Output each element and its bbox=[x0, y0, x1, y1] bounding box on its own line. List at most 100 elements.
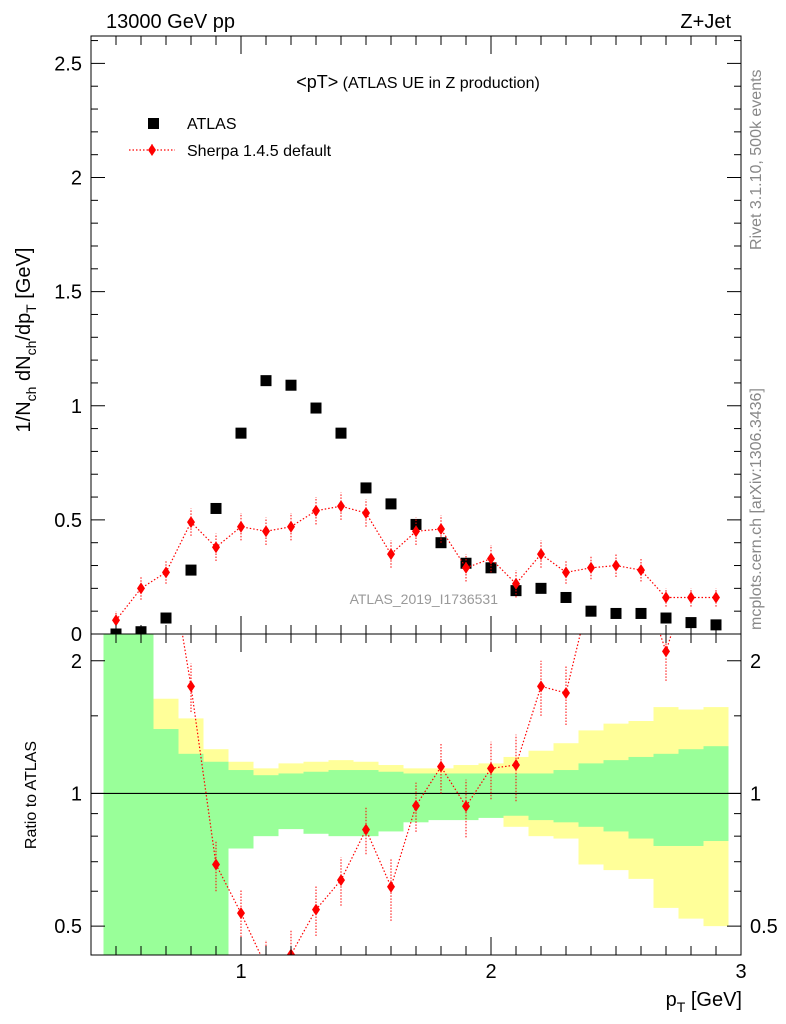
inner-band-bin bbox=[603, 760, 629, 832]
ratio-point bbox=[712, 522, 720, 534]
atlas-point bbox=[560, 591, 572, 603]
atlas-point bbox=[635, 607, 647, 619]
atlas-point bbox=[610, 607, 622, 619]
inner-band-bin bbox=[653, 753, 679, 846]
legend-label-atlas: ATLAS bbox=[187, 116, 237, 133]
process-label: Z+Jet bbox=[680, 11, 731, 33]
sherpa-point bbox=[262, 525, 270, 538]
atlas-point bbox=[385, 498, 397, 510]
analysis-tag: ATLAS_2019_I1736531 bbox=[350, 591, 499, 607]
sherpa-point bbox=[512, 577, 520, 590]
sherpa-point bbox=[362, 507, 370, 520]
atlas-point bbox=[685, 617, 697, 629]
inner-band-bin bbox=[128, 634, 154, 955]
y-tick-label: 0 bbox=[71, 624, 82, 646]
plot-title-main: <pT> bbox=[296, 72, 338, 92]
sherpa-point bbox=[587, 561, 595, 574]
ratio-point bbox=[562, 686, 570, 699]
inner-band-bin bbox=[178, 753, 204, 955]
plot-title: <pT> (ATLAS UE in Z production) bbox=[296, 72, 540, 92]
inner-band-bin bbox=[228, 770, 254, 849]
legend-label-sherpa: Sherpa 1.4.5 default bbox=[187, 143, 332, 160]
ratio-y-tick-label: 1 bbox=[71, 783, 82, 805]
inner-band-bin bbox=[303, 771, 329, 834]
sherpa-point bbox=[287, 520, 295, 533]
atlas-point bbox=[535, 582, 547, 594]
sherpa-point bbox=[387, 548, 395, 561]
inner-band-bin bbox=[328, 770, 354, 837]
atlas-point bbox=[285, 379, 297, 391]
atlas-point bbox=[410, 518, 422, 530]
legend: ATLAS Sherpa 1.4.5 default bbox=[129, 116, 332, 160]
sherpa-point bbox=[537, 548, 545, 561]
ratio-point bbox=[487, 762, 495, 775]
y-tick-label: 1 bbox=[71, 396, 82, 418]
ratio-point bbox=[312, 903, 320, 916]
sherpa-point bbox=[562, 566, 570, 579]
sherpa-point bbox=[162, 566, 170, 579]
sherpa-point bbox=[462, 561, 470, 574]
ratio-y-tick-label-right: 1 bbox=[750, 783, 761, 805]
atlas-point bbox=[235, 427, 247, 439]
x-axis-label: pT [GeV] bbox=[666, 989, 742, 1015]
energy-label: 13000 GeV pp bbox=[106, 11, 235, 33]
ratio-point bbox=[437, 760, 445, 773]
legend-marker-atlas bbox=[148, 118, 159, 129]
inner-band-bin bbox=[153, 729, 179, 955]
atlas-point bbox=[585, 605, 597, 617]
sherpa-point bbox=[187, 516, 195, 529]
x-tick-label: 2 bbox=[485, 961, 496, 983]
upper-y-axis-label: 1/Nch dNch/dpT [GeV] bbox=[13, 248, 39, 433]
sherpa-point bbox=[637, 564, 645, 577]
inner-band-bin bbox=[578, 763, 604, 827]
upper-axis-ticks: 0 0.5 1 1.5 2 2.5 bbox=[54, 36, 742, 646]
lower-data-layer bbox=[137, 214, 720, 972]
ratio-point bbox=[337, 874, 345, 887]
atlas-point bbox=[660, 612, 672, 624]
ratio-point bbox=[387, 880, 395, 893]
sherpa-point bbox=[237, 520, 245, 533]
atlas-point bbox=[160, 612, 172, 624]
lower-y-axis-label: Ratio to ATLAS bbox=[23, 741, 40, 849]
sherpa-point bbox=[337, 500, 345, 513]
lower-axis-ticks: 0.5 0.5 1 1 2 2 1 2 3 bbox=[54, 634, 778, 983]
atlas-point bbox=[710, 619, 722, 631]
legend-marker-sherpa bbox=[148, 144, 156, 156]
ratio-y-tick-label-right: 0.5 bbox=[750, 916, 778, 938]
x-tick-label: 1 bbox=[235, 961, 246, 983]
atlas-point bbox=[335, 427, 347, 439]
plot-title-sub: (ATLAS UE in Z production) bbox=[338, 75, 540, 92]
x-tick-label: 3 bbox=[735, 961, 746, 983]
ratio-point bbox=[137, 214, 145, 226]
upper-data-layer bbox=[110, 375, 722, 640]
ratio-point bbox=[237, 907, 245, 920]
rivet-info: Rivet 3.1.10, 500k events bbox=[748, 69, 765, 250]
inner-band-bin bbox=[103, 634, 129, 955]
ratio-point bbox=[162, 529, 170, 541]
ratio-point bbox=[587, 584, 595, 596]
sherpa-point bbox=[687, 591, 695, 604]
sherpa-point bbox=[412, 525, 420, 538]
y-tick-label: 1.5 bbox=[54, 282, 82, 304]
ratio-point bbox=[687, 565, 695, 577]
y-tick-label: 2 bbox=[71, 168, 82, 190]
atlas-point bbox=[260, 375, 272, 387]
ratio-y-tick-label: 2 bbox=[71, 651, 82, 673]
inner-band-bin bbox=[528, 773, 554, 821]
ratio-point bbox=[212, 858, 220, 871]
atlas-point bbox=[185, 564, 197, 576]
sherpa-point bbox=[712, 591, 720, 604]
ratio-point bbox=[187, 680, 195, 693]
ratio-y-tick-label-right: 2 bbox=[750, 651, 761, 673]
inner-band-bin bbox=[278, 773, 304, 830]
ratio-point bbox=[262, 960, 270, 972]
y-tick-label: 2.5 bbox=[54, 53, 82, 75]
atlas-point bbox=[485, 562, 497, 574]
atlas-point bbox=[360, 482, 372, 494]
lower-panel: 0.5 0.5 1 1 2 2 1 2 3 bbox=[54, 214, 778, 983]
ratio-point bbox=[512, 759, 520, 772]
sherpa-point bbox=[487, 552, 495, 565]
mcplots-info: mcplots.cern.ch [arXiv:1306.3436] bbox=[748, 388, 765, 630]
inner-band-bin bbox=[378, 771, 404, 832]
inner-band-bin bbox=[628, 756, 654, 839]
